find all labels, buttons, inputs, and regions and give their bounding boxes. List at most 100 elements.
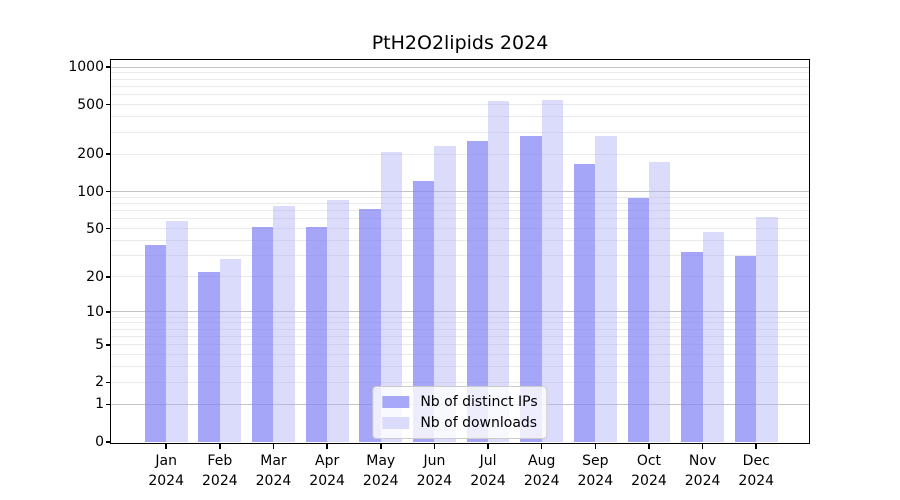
y-tick	[106, 381, 111, 384]
y-tick-label: 5	[95, 336, 104, 353]
y-tick-label: 20	[86, 268, 104, 285]
x-tick-label: Mar 2024	[255, 453, 292, 490]
gridline-minor	[111, 203, 809, 205]
legend-swatch-distinct-ips	[382, 396, 410, 408]
gridline-minor	[111, 316, 809, 318]
y-tick-label: 1000	[68, 59, 104, 76]
bar-distinct-ips	[359, 209, 381, 442]
y-tick	[106, 311, 111, 313]
x-tick	[540, 443, 543, 449]
gridline-minor	[111, 131, 809, 133]
gridline-minor	[111, 116, 809, 118]
gridline-minor	[111, 255, 809, 257]
x-tick	[701, 443, 704, 449]
y-tick	[106, 441, 111, 443]
x-tick	[219, 443, 221, 449]
y-tick	[106, 403, 111, 406]
gridline-minor	[111, 228, 809, 230]
gridline-minor	[111, 94, 809, 96]
bar-downloads	[327, 200, 349, 442]
gridline-minor	[111, 196, 809, 198]
gridline-minor	[111, 104, 809, 106]
bar-downloads	[273, 205, 295, 442]
bar-downloads	[166, 220, 188, 442]
x-tick	[433, 443, 436, 449]
gridline-minor	[111, 354, 809, 356]
bar-downloads	[219, 259, 242, 442]
legend: Nb of distinct IPs Nb of downloads	[372, 386, 548, 439]
x-tick-label: Feb 2024	[202, 453, 238, 490]
y-tick-label: 1	[95, 396, 104, 413]
bar-distinct-ips	[520, 136, 542, 442]
y-tick	[106, 276, 111, 278]
bar-downloads	[702, 231, 725, 442]
bar-distinct-ips	[573, 163, 596, 442]
x-tick	[594, 443, 597, 449]
y-tick	[106, 227, 111, 230]
gridline-minor	[111, 85, 809, 87]
gridline-minor	[111, 153, 809, 155]
gridline-major	[111, 311, 809, 313]
y-tick	[106, 190, 111, 193]
x-tick-label: Nov 2024	[684, 453, 721, 490]
bar-downloads	[488, 100, 510, 442]
x-tick-label: Jan 2024	[148, 453, 185, 490]
x-tick	[380, 443, 382, 449]
bar-downloads	[380, 151, 403, 442]
bar-downloads	[648, 162, 671, 442]
bar-distinct-ips	[144, 244, 167, 442]
gridline-minor	[111, 366, 809, 368]
x-tick	[326, 443, 328, 449]
y-tick-label: 10	[86, 303, 104, 320]
y-tick-label: 0	[95, 434, 104, 450]
gridline-minor	[111, 344, 809, 346]
y-tick	[106, 103, 111, 106]
y-tick-label: 500	[77, 96, 104, 113]
x-tick	[272, 443, 275, 449]
bar-distinct-ips	[252, 226, 274, 442]
x-tick-label: Apr 2024	[309, 453, 345, 490]
bar-downloads	[756, 217, 778, 442]
x-tick-label: Jun 2024	[416, 453, 453, 490]
x-tick-label: Sep 2024	[577, 453, 614, 490]
bar-downloads	[541, 100, 564, 442]
bar-distinct-ips	[681, 252, 703, 442]
x-tick-label: May 2024	[362, 453, 399, 490]
legend-item-downloads: Nb of downloads	[382, 415, 537, 431]
y-tick	[106, 66, 111, 68]
gridline-minor	[111, 78, 809, 80]
bar-distinct-ips	[627, 197, 649, 442]
x-tick	[165, 443, 167, 449]
x-tick-label: Jul 2024	[470, 453, 506, 490]
legend-item-distinct-ips: Nb of distinct IPs	[382, 394, 538, 410]
bar-distinct-ips	[466, 140, 489, 442]
x-tick-label: Dec 2024	[738, 453, 775, 490]
plot-area: Nb of distinct IPs Nb of downloads 0 1 2 5 1…	[68, 59, 810, 489]
bar-distinct-ips	[198, 271, 220, 442]
y-tick	[106, 153, 111, 155]
bar-distinct-ips	[734, 255, 757, 442]
y-tick-label: 200	[77, 146, 104, 163]
gridline-minor	[111, 322, 809, 324]
bar-distinct-ips	[305, 226, 328, 442]
gridline-minor	[111, 239, 809, 241]
chart-title: PtH2O2lipids 2024	[371, 32, 549, 54]
y-tick-label: 50	[86, 220, 104, 237]
legend-swatch-downloads	[382, 417, 410, 429]
gridline-minor	[111, 328, 809, 330]
gridline-minor	[111, 210, 809, 212]
gridline-minor	[111, 381, 809, 383]
bar-downloads	[434, 145, 456, 442]
legend-label-distinct-ips: Nb of distinct IPs	[420, 394, 538, 410]
gridline-minor	[111, 72, 809, 74]
y-tick-label: 100	[77, 183, 104, 200]
bar-downloads	[595, 136, 617, 442]
gridline-major	[111, 191, 809, 193]
y-tick	[106, 344, 111, 346]
gridline-major	[111, 66, 809, 68]
gridline-minor	[111, 218, 809, 220]
x-tick	[755, 443, 757, 449]
bar-distinct-ips	[412, 181, 435, 442]
x-tick-label: Aug 2024	[523, 453, 560, 490]
y-tick-label: 2	[95, 374, 104, 391]
